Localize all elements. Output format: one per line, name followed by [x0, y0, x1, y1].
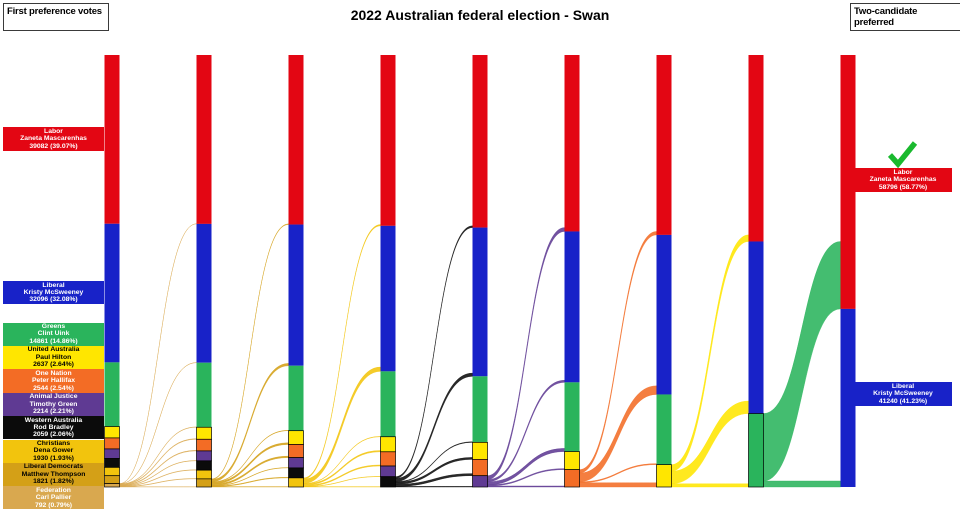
bar-segment-christians-column-3 — [288, 477, 304, 488]
bar-segment-onenation-column-5 — [472, 459, 488, 477]
bar-segment-labor-column-7 — [656, 55, 672, 235]
bar-segment-labor-column-2 — [196, 55, 212, 224]
bar-segment-animaljustice-column-1 — [104, 448, 120, 459]
flow-onenation-to-uap-round-6 — [579, 482, 657, 488]
bar-segment-greens-column-5 — [472, 376, 488, 443]
bar-segment-onenation-column-4 — [380, 451, 396, 467]
flow-animaljustice-to-labor-round-5 — [487, 227, 565, 480]
bar-segment-liberal-column-2 — [196, 223, 212, 363]
bar-segment-labor-column-8 — [748, 55, 764, 242]
flow-federation-to-liberal-round-1 — [119, 362, 197, 485]
first-preference-header-box: First preference votes — [3, 3, 109, 31]
flow-federation-to-labor-round-1 — [119, 223, 197, 484]
bar-segment-wap-column-4 — [380, 476, 396, 488]
bar-segment-animaljustice-column-5 — [472, 475, 488, 488]
flow-libdems-to-labor-round-2 — [211, 223, 289, 480]
bar-segment-labor-column-9 — [840, 55, 856, 309]
bar-segment-libdems-column-2 — [196, 478, 212, 488]
bar-segment-federation-column-1 — [104, 483, 120, 488]
bar-segment-uap-column-7 — [656, 464, 672, 488]
flow-wap-to-animaljustice-round-4 — [395, 486, 473, 488]
bar-segment-uap-column-6 — [564, 451, 580, 470]
bar-segment-uap-column-5 — [472, 442, 488, 460]
flow-wap-to-labor-round-4 — [395, 225, 473, 479]
bar-segment-wap-column-3 — [288, 467, 304, 479]
bar-segment-liberal-column-3 — [288, 224, 304, 366]
flow-wap-to-liberal-round-4 — [395, 372, 473, 482]
bar-segment-liberal-column-7 — [656, 234, 672, 395]
bar-segment-animaljustice-column-2 — [196, 450, 212, 462]
bar-segment-uap-column-3 — [288, 430, 304, 445]
bar-segment-onenation-column-3 — [288, 444, 304, 458]
bar-segment-animaljustice-column-4 — [380, 465, 396, 478]
bar-segment-onenation-column-1 — [104, 437, 120, 450]
two-candidate-header-box: Two-candidate preferred — [850, 3, 960, 31]
flow-uap-to-liberal-round-7 — [671, 400, 749, 484]
bar-segment-liberal-column-9 — [840, 308, 856, 487]
first-preference-header-label: First preference votes — [7, 6, 102, 17]
bar-segment-greens-column-1 — [104, 362, 120, 427]
bar-segment-liberal-column-8 — [748, 241, 764, 414]
flow-animaljustice-to-onenation-round-5 — [487, 485, 565, 488]
bar-segment-labor-column-5 — [472, 55, 488, 228]
winner-checkmark-stroke — [887, 141, 918, 169]
bar-segment-uap-column-1 — [104, 426, 120, 439]
chart-title: 2022 Australian federal election - Swan — [350, 7, 610, 23]
bar-segment-christians-column-1 — [104, 467, 120, 477]
bar-segment-greens-column-2 — [196, 362, 212, 428]
flow-christians-to-labor-round-3 — [303, 224, 381, 480]
bar-segment-christians-column-2 — [196, 469, 212, 480]
flow-greens-to-liberal-round-8 — [763, 480, 841, 488]
bar-segment-animaljustice-column-3 — [288, 457, 304, 469]
bar-segment-uap-column-4 — [380, 436, 396, 453]
bar-segment-labor-column-4 — [380, 55, 396, 226]
winner-checkmark-icon — [886, 140, 920, 169]
bar-segment-greens-column-4 — [380, 371, 396, 437]
bar-segment-labor-column-3 — [288, 55, 304, 225]
flow-uap-to-greens-round-7 — [671, 483, 749, 488]
bar-segment-greens-column-3 — [288, 365, 304, 431]
bar-segment-greens-column-8 — [748, 413, 764, 488]
bar-segment-onenation-column-6 — [564, 469, 580, 488]
flow-federation-to-greens-round-1 — [119, 426, 197, 485]
flow-onenation-to-liberal-round-6 — [579, 385, 657, 482]
bar-segment-greens-column-7 — [656, 394, 672, 465]
bar-segment-labor-column-6 — [564, 55, 580, 232]
bar-segment-labor-column-1 — [104, 55, 120, 224]
bar-segment-uap-column-2 — [196, 426, 212, 440]
bar-segment-greens-column-6 — [564, 382, 580, 452]
bar-segment-libdems-column-1 — [104, 475, 120, 484]
bar-segment-liberal-column-4 — [380, 225, 396, 372]
flow-libdems-to-greens-round-2 — [211, 430, 289, 483]
flow-christians-to-uap-round-3 — [303, 450, 381, 486]
bar-segment-liberal-column-6 — [564, 231, 580, 383]
bar-segment-liberal-column-1 — [104, 223, 120, 363]
bar-segment-wap-column-1 — [104, 458, 120, 468]
bar-segment-liberal-column-5 — [472, 227, 488, 377]
bar-segment-wap-column-2 — [196, 460, 212, 471]
two-candidate-header-label: Two-candidate preferred — [854, 6, 918, 28]
bar-segment-onenation-column-2 — [196, 438, 212, 452]
flow-greens-to-labor-round-8 — [763, 241, 841, 482]
